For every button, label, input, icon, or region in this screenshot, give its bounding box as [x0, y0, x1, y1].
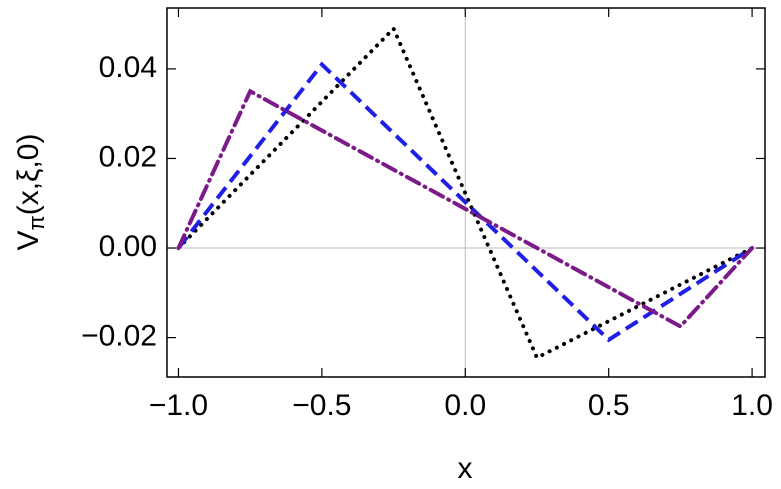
plot-frame: [166, 7, 766, 378]
y-tick-label: −0.02: [81, 320, 157, 353]
series-line: [176, 88, 755, 329]
x-tick-label: 0.0: [444, 389, 486, 422]
x-tick-label: 1.0: [731, 389, 773, 422]
y-tick-label: 0.04: [99, 51, 157, 84]
y-tick-label: 0.02: [99, 140, 157, 173]
series-line: [176, 25, 755, 361]
y-axis-label: Vπ(x,ξ,0): [12, 134, 49, 251]
y-label-sub: π: [24, 215, 49, 230]
x-tick-label: −0.5: [292, 389, 351, 422]
x-axis-label: x: [458, 452, 473, 485]
series-line: [176, 61, 754, 343]
x-tick-label: 0.5: [588, 389, 630, 422]
y-label-main: V: [12, 230, 45, 250]
y-tick-label: 0.00: [99, 230, 157, 263]
x-tick-label: −1.0: [149, 389, 208, 422]
y-label-rest: (x,ξ,0): [12, 134, 45, 216]
